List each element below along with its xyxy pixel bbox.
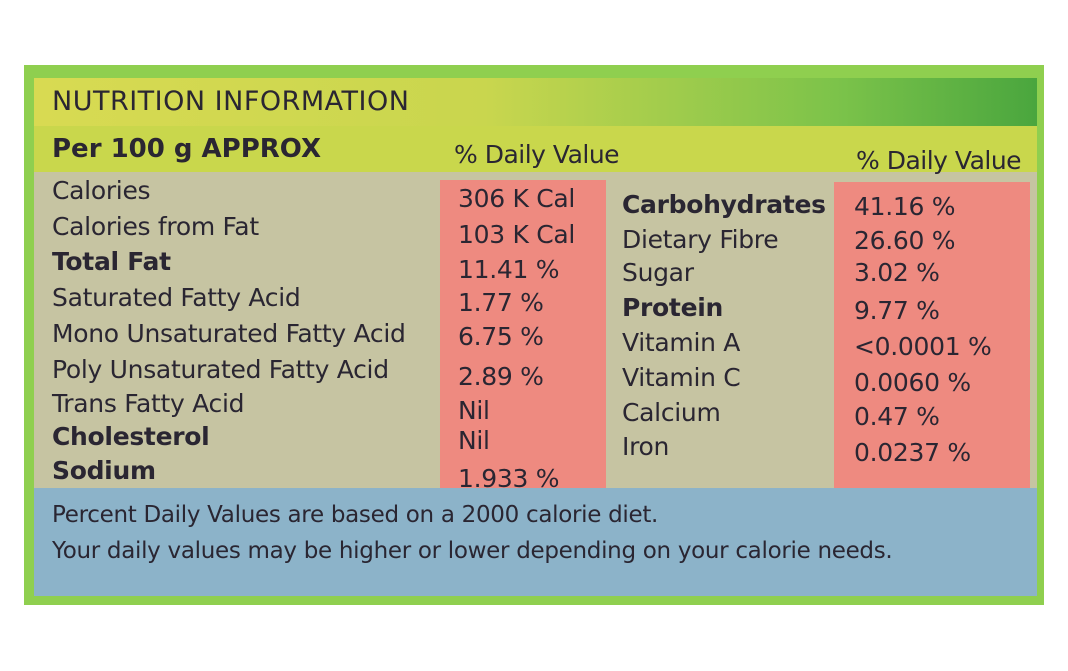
left-nutrient-value: 103 K Cal (458, 220, 576, 249)
right-nutrient-name: Vitamin C (622, 363, 741, 392)
right-nutrient-name: Vitamin A (622, 328, 741, 357)
footnote-line-2: Your daily values may be higher or lower… (52, 538, 893, 564)
label-title: NUTRITION INFORMATION (52, 86, 410, 117)
daily-value-header-left: % Daily Value (454, 140, 620, 169)
right-nutrient-value: 0.0237 % (854, 438, 971, 467)
left-nutrient-value: 1.933 % (458, 464, 560, 493)
right-nutrient-name: Calcium (622, 398, 721, 427)
right-nutrient-name: Carbohydrates (622, 190, 826, 219)
right-nutrient-value: 3.02 % (854, 258, 940, 287)
right-nutrient-name: Protein (622, 293, 724, 322)
right-nutrient-value: 0.0060 % (854, 368, 971, 397)
header-bar (34, 126, 1037, 174)
left-nutrient-value: 2.89 % (458, 362, 544, 391)
left-nutrient-name: Sodium (52, 456, 156, 485)
left-nutrient-name: Cholesterol (52, 422, 210, 451)
left-nutrient-value: 306 K Cal (458, 184, 576, 213)
left-values-column (440, 180, 606, 500)
left-nutrient-name: Trans Fatty Acid (52, 389, 245, 418)
right-nutrient-value: 26.60 % (854, 226, 956, 255)
serving-size: Per 100 g APPROX (52, 134, 322, 164)
daily-value-header-right: % Daily Value (856, 146, 1022, 175)
left-nutrient-value: 6.75 % (458, 322, 544, 351)
left-nutrient-name: Poly Unsaturated Fatty Acid (52, 355, 389, 384)
right-values-column (834, 182, 1030, 502)
left-nutrient-name: Total Fat (52, 247, 171, 276)
right-nutrient-name: Dietary Fibre (622, 225, 779, 254)
left-nutrient-name: Mono Unsaturated Fatty Acid (52, 319, 406, 348)
left-nutrient-name: Calories from Fat (52, 212, 259, 241)
right-nutrient-name: Sugar (622, 258, 694, 287)
footnote-line-1: Percent Daily Values are based on a 2000… (52, 502, 659, 528)
footnote-area (34, 488, 1037, 596)
right-nutrient-value: <0.0001 % (854, 332, 992, 361)
left-nutrient-value: 11.41 % (458, 255, 560, 284)
right-nutrient-value: 9.77 % (854, 296, 940, 325)
right-nutrient-value: 0.47 % (854, 402, 940, 431)
title-bar (34, 78, 1037, 126)
right-nutrient-value: 41.16 % (854, 192, 956, 221)
left-nutrient-name: Saturated Fatty Acid (52, 283, 301, 312)
left-nutrient-value: Nil (458, 396, 490, 425)
left-nutrient-value: Nil (458, 426, 490, 455)
left-nutrient-name: Calories (52, 176, 151, 205)
left-nutrient-value: 1.77 % (458, 288, 544, 317)
right-nutrient-name: Iron (622, 432, 670, 461)
